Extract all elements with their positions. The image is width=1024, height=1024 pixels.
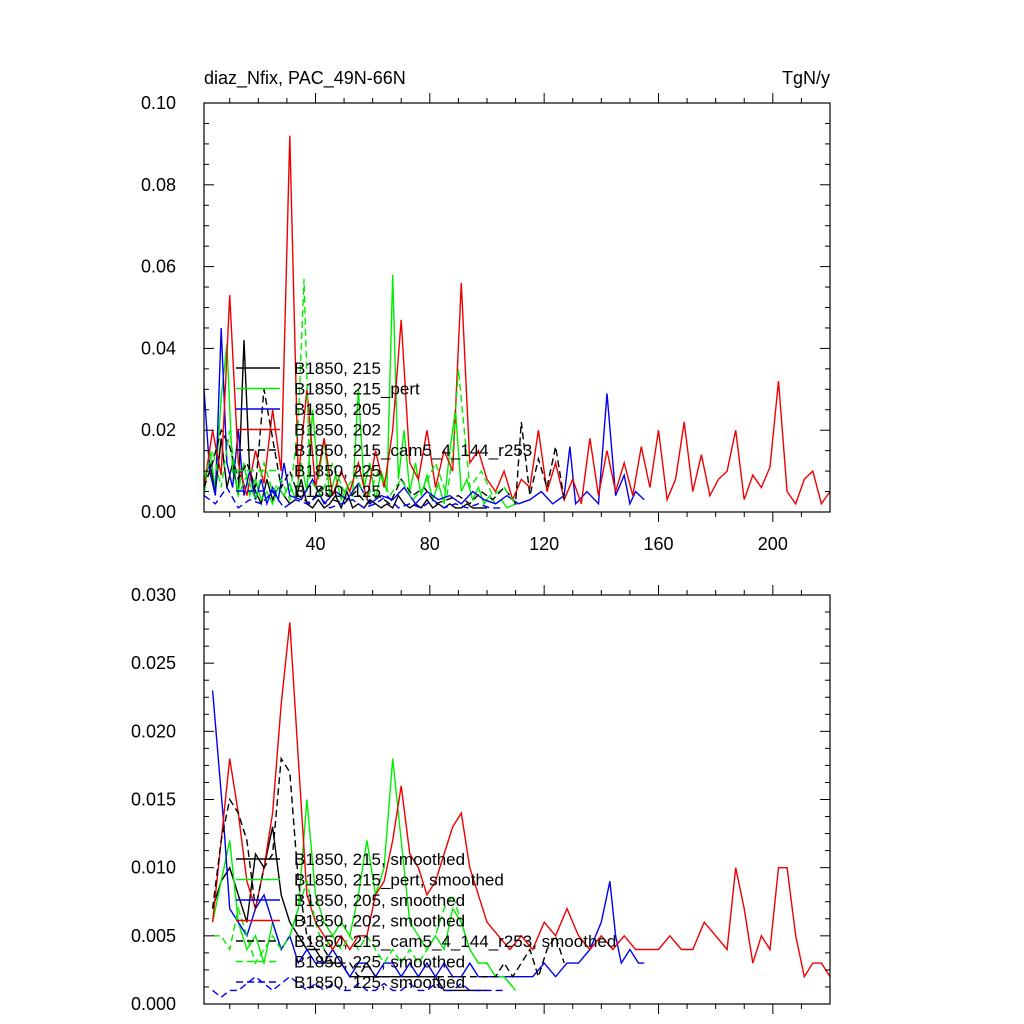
legend-label: B1850, 215_cam5_4_144_r253, smoothed — [294, 932, 616, 951]
series-line-0-3 — [203, 135, 831, 506]
legend-label: B1850, 215, smoothed — [294, 850, 465, 869]
legend-label: B1850, 215_cam5_4_144_r253 — [294, 441, 532, 460]
series-line-1-3 — [211, 622, 831, 979]
series-line-0-4 — [203, 389, 565, 506]
series-line-0-6 — [203, 486, 502, 509]
x-tick-label: 160 — [643, 534, 673, 554]
y-tick-label: 0.025 — [131, 653, 176, 673]
legend-label: B1850, 125, smoothed — [294, 973, 465, 992]
top-chart-panel: diaz_Nfix, PAC_49N-66N TgN/y 0.000.020.0… — [141, 68, 831, 554]
bottom-series-layer — [211, 622, 831, 999]
legend-label: B1850, 202, smoothed — [294, 912, 465, 931]
series-line-1-5 — [212, 878, 517, 991]
legend-label: B1850, 225, smoothed — [294, 953, 465, 972]
series-line-1-6 — [212, 975, 505, 999]
legend-label: B1850, 225 — [294, 462, 381, 481]
series-line-0-1 — [203, 274, 516, 509]
x-tick-label: 120 — [529, 534, 559, 554]
y-tick-label: 0.10 — [141, 93, 176, 113]
series-line-1-4 — [211, 756, 565, 980]
bottom-legend: B1850, 215, smoothed B1850, 215_pert, smo… — [236, 850, 616, 992]
legend-label: B1850, 215 — [294, 359, 381, 378]
series-line-1-2 — [211, 690, 645, 979]
bottom-axis-layer: 0.000 0.005 0.010 0.015 0.020 0.025 0.030 — [131, 585, 831, 1014]
series-line-0-2 — [203, 327, 645, 507]
bottom-chart-panel: 0.000 0.005 0.010 0.015 0.020 0.025 0.030 B185… — [131, 585, 831, 1014]
legend-label: B1850, 215_pert, smoothed — [294, 871, 504, 890]
y-tick-label: 0.02 — [141, 420, 176, 440]
x-tick-label: 200 — [758, 534, 788, 554]
x-tick-label: 80 — [420, 534, 440, 554]
series-line-0-5 — [203, 278, 517, 505]
y-tick-label: 0.005 — [131, 926, 176, 946]
top-series-layer — [203, 135, 831, 510]
series-line-1-1 — [211, 758, 517, 991]
y-tick-label: 0.06 — [141, 257, 176, 277]
legend-label: B1850, 202 — [294, 421, 381, 440]
y-tick-label: 0.015 — [131, 790, 176, 810]
y-tick-label: 0.00 — [141, 502, 176, 522]
y-tick-label: 0.000 — [131, 994, 176, 1014]
top-axis-layer: 0.00 0.02 0.04 0.06 0.08 0.10 40 80 120 160 200 — [141, 93, 831, 554]
legend-label: B1850, 215_pert — [294, 380, 420, 399]
y-tick-label: 0.020 — [131, 721, 176, 741]
y-tick-label: 0.04 — [141, 338, 176, 358]
y-tick-label: 0.08 — [141, 175, 176, 195]
chart-units: TgN/y — [782, 68, 830, 88]
legend-label: B1850, 125 — [294, 482, 381, 501]
y-tick-label: 0.030 — [131, 585, 176, 605]
legend-label: B1850, 205, smoothed — [294, 891, 465, 910]
y-tick-label: 0.010 — [131, 858, 176, 878]
chart-title: diaz_Nfix, PAC_49N-66N — [204, 68, 406, 89]
legend-label: B1850, 205 — [294, 400, 381, 419]
x-tick-label: 40 — [305, 534, 325, 554]
